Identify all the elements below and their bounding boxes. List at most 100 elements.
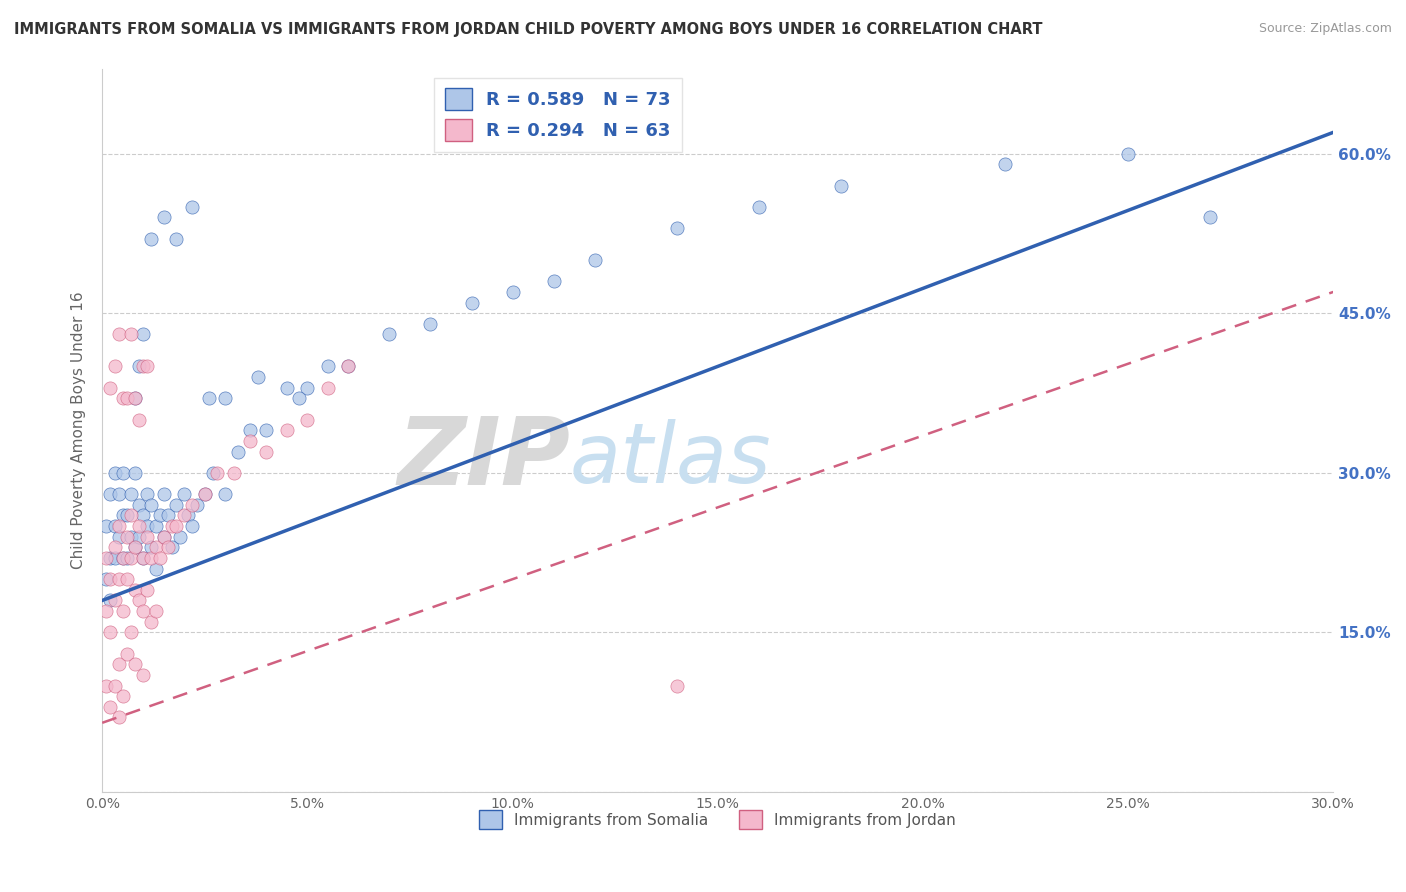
- Point: [543, 274, 565, 288]
- Point: [201, 466, 224, 480]
- Point: [145, 541, 167, 555]
- Point: [145, 519, 167, 533]
- Point: [316, 359, 339, 374]
- Point: [120, 487, 142, 501]
- Point: [1199, 211, 1222, 225]
- Point: [96, 519, 118, 533]
- Point: [226, 444, 249, 458]
- Point: [748, 200, 770, 214]
- Point: [107, 657, 129, 672]
- Legend: Immigrants from Somalia, Immigrants from Jordan: Immigrants from Somalia, Immigrants from…: [474, 804, 962, 835]
- Point: [115, 508, 138, 523]
- Point: [128, 412, 150, 426]
- Point: [141, 615, 163, 629]
- Point: [120, 550, 142, 565]
- Point: [222, 466, 245, 480]
- Point: [128, 530, 150, 544]
- Point: [132, 668, 155, 682]
- Point: [115, 392, 138, 406]
- Point: [100, 487, 122, 501]
- Point: [169, 530, 191, 544]
- Point: [156, 541, 179, 555]
- Point: [115, 647, 138, 661]
- Point: [254, 444, 277, 458]
- Point: [145, 561, 167, 575]
- Point: [128, 519, 150, 533]
- Point: [132, 359, 155, 374]
- Point: [96, 604, 118, 618]
- Point: [124, 657, 146, 672]
- Point: [297, 381, 319, 395]
- Point: [132, 508, 155, 523]
- Point: [276, 423, 298, 437]
- Text: atlas: atlas: [569, 418, 772, 500]
- Point: [96, 679, 118, 693]
- Point: [111, 392, 134, 406]
- Point: [107, 487, 129, 501]
- Point: [152, 211, 174, 225]
- Point: [156, 508, 179, 523]
- Point: [103, 550, 125, 565]
- Point: [107, 327, 129, 342]
- Point: [100, 572, 122, 586]
- Point: [141, 550, 163, 565]
- Point: [152, 487, 174, 501]
- Point: [124, 582, 146, 597]
- Point: [165, 519, 187, 533]
- Point: [665, 679, 688, 693]
- Point: [136, 582, 159, 597]
- Point: [100, 699, 122, 714]
- Point: [128, 498, 150, 512]
- Point: [337, 359, 360, 374]
- Point: [103, 541, 125, 555]
- Point: [111, 508, 134, 523]
- Point: [214, 392, 236, 406]
- Point: [136, 359, 159, 374]
- Point: [665, 221, 688, 235]
- Point: [132, 550, 155, 565]
- Point: [103, 466, 125, 480]
- Point: [136, 487, 159, 501]
- Point: [111, 550, 134, 565]
- Point: [276, 381, 298, 395]
- Point: [132, 604, 155, 618]
- Point: [100, 625, 122, 640]
- Point: [198, 392, 221, 406]
- Point: [165, 232, 187, 246]
- Point: [124, 541, 146, 555]
- Point: [107, 519, 129, 533]
- Point: [132, 550, 155, 565]
- Point: [337, 359, 360, 374]
- Point: [124, 392, 146, 406]
- Point: [120, 327, 142, 342]
- Point: [132, 327, 155, 342]
- Point: [111, 690, 134, 704]
- Point: [96, 572, 118, 586]
- Point: [173, 508, 195, 523]
- Point: [124, 392, 146, 406]
- Point: [239, 423, 262, 437]
- Point: [419, 317, 441, 331]
- Point: [378, 327, 401, 342]
- Point: [124, 466, 146, 480]
- Point: [297, 412, 319, 426]
- Point: [830, 178, 852, 193]
- Y-axis label: Child Poverty Among Boys Under 16: Child Poverty Among Boys Under 16: [72, 292, 86, 569]
- Point: [103, 359, 125, 374]
- Point: [239, 434, 262, 448]
- Point: [316, 381, 339, 395]
- Point: [103, 679, 125, 693]
- Point: [254, 423, 277, 437]
- Point: [100, 550, 122, 565]
- Point: [177, 508, 200, 523]
- Point: [115, 572, 138, 586]
- Point: [136, 519, 159, 533]
- Point: [128, 593, 150, 607]
- Point: [100, 381, 122, 395]
- Point: [124, 541, 146, 555]
- Point: [186, 498, 208, 512]
- Point: [141, 232, 163, 246]
- Text: Source: ZipAtlas.com: Source: ZipAtlas.com: [1258, 22, 1392, 36]
- Point: [181, 200, 204, 214]
- Point: [120, 530, 142, 544]
